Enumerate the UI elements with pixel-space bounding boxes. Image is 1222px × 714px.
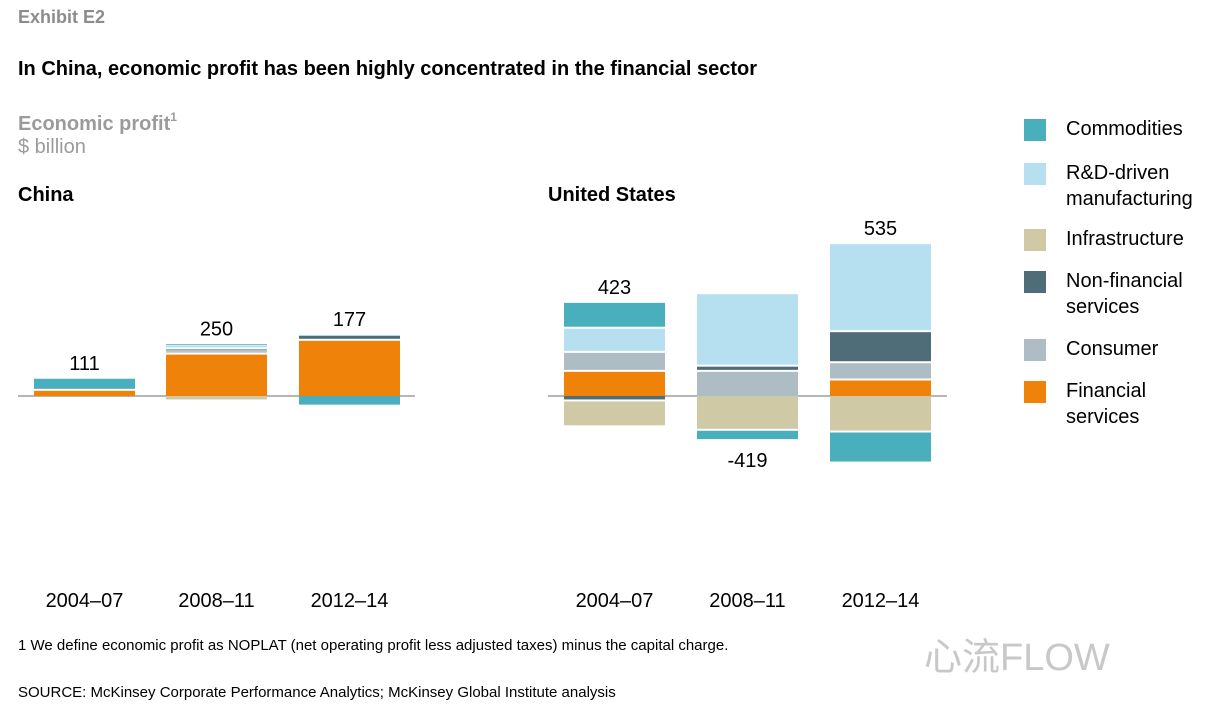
legend-swatch-consumer xyxy=(1024,339,1046,361)
source-note: SOURCE: McKinsey Corporate Performance A… xyxy=(18,684,616,701)
us-bar-non-financial-services-3 xyxy=(830,332,931,362)
us-bar-commodities-1 xyxy=(564,302,665,327)
china-total-label-3: 177 xyxy=(333,309,366,331)
us-bar-non-financial-services-1 xyxy=(564,396,665,400)
chart-title: In China, economic profit has been highl… xyxy=(18,58,758,80)
legend-swatch-financial xyxy=(1024,381,1046,403)
legend-swatch-rd xyxy=(1024,163,1046,185)
china-total-label-2: 250 xyxy=(200,318,233,340)
unit-label: $ billion xyxy=(18,136,86,158)
us-bar-consumer-1 xyxy=(564,352,665,370)
us-total-label-1: 423 xyxy=(598,277,631,299)
legend-swatch-nonfin xyxy=(1024,271,1046,293)
watermark: 心流FLOW xyxy=(924,637,1110,679)
china-bar-commodities-2 xyxy=(166,344,267,346)
exhibit-label: Exhibit E2 xyxy=(18,7,106,27)
legend-label-commodities: Commodities xyxy=(1066,118,1183,140)
china-bar-consumer-2 xyxy=(166,351,267,353)
china-bar-infrastructure-2 xyxy=(166,396,267,400)
us-bar-infrastructure-2 xyxy=(697,396,798,429)
us-bar-infrastructure-3 xyxy=(830,396,931,431)
china-category-label-1: 2004–07 xyxy=(46,590,124,612)
us-bar-consumer-2 xyxy=(697,371,798,396)
metric-label: Economic profit1 xyxy=(18,110,177,136)
us-bar-financial-services-3 xyxy=(830,380,931,396)
legend-swatch-infrastructure xyxy=(1024,229,1046,251)
china-bar-rd-driven-manufacturing-2 xyxy=(166,345,267,348)
china-bar-commodities-1 xyxy=(34,378,135,389)
us-panel-title: United States xyxy=(548,184,676,206)
us-category-label-3: 2012–14 xyxy=(842,590,920,612)
china-bar-financial-services-1 xyxy=(34,390,135,396)
metric-text: Economic profit xyxy=(18,113,171,135)
us-bar-commodities-3 xyxy=(830,432,931,462)
china-bar-commodities-3 xyxy=(299,396,400,405)
us-category-label-1: 2004–07 xyxy=(576,590,654,612)
legend-label-consumer: Consumer xyxy=(1066,338,1159,360)
us-category-label-2: 2008–11 xyxy=(709,590,785,612)
us-bar-rd-driven-manufacturing-3 xyxy=(830,244,931,331)
china-bar-non-financial-services-2 xyxy=(166,349,267,351)
us-total-label-2: -419 xyxy=(727,450,767,472)
china-category-label-2: 2008–11 xyxy=(178,590,254,612)
us-bar-consumer-3 xyxy=(830,363,931,379)
legend-label-financial: Financial services xyxy=(1066,380,1147,428)
footnote: 1 We define economic profit as NOPLAT (n… xyxy=(18,637,729,654)
china-bar-non-financial-services-3 xyxy=(299,335,400,339)
us-total-label-3: 535 xyxy=(864,218,897,240)
china-panel-title: China xyxy=(18,184,74,206)
legend-label-infrastructure: Infrastructure xyxy=(1066,228,1184,250)
us-bar-financial-services-1 xyxy=(564,371,665,396)
china-category-label-3: 2012–14 xyxy=(311,590,389,612)
china-bar-financial-services-3 xyxy=(299,340,400,396)
us-bar-rd-driven-manufacturing-1 xyxy=(564,328,665,351)
china-bar-rd-driven-manufacturing-3 xyxy=(299,334,400,336)
china-total-label-1: 111 xyxy=(69,353,99,375)
legend-label-rd: R&D-driven manufacturing xyxy=(1066,162,1193,210)
us-bar-commodities-2 xyxy=(697,430,798,440)
legend-label-nonfin: Non-financial services xyxy=(1066,270,1183,318)
footnote-marker: 1 xyxy=(170,110,177,124)
us-bar-infrastructure-1 xyxy=(564,401,665,426)
us-bar-non-financial-services-2 xyxy=(697,366,798,370)
china-bar-financial-services-2 xyxy=(166,354,267,396)
legend-swatch-commodities xyxy=(1024,119,1046,141)
us-bar-rd-driven-manufacturing-2 xyxy=(697,294,798,365)
